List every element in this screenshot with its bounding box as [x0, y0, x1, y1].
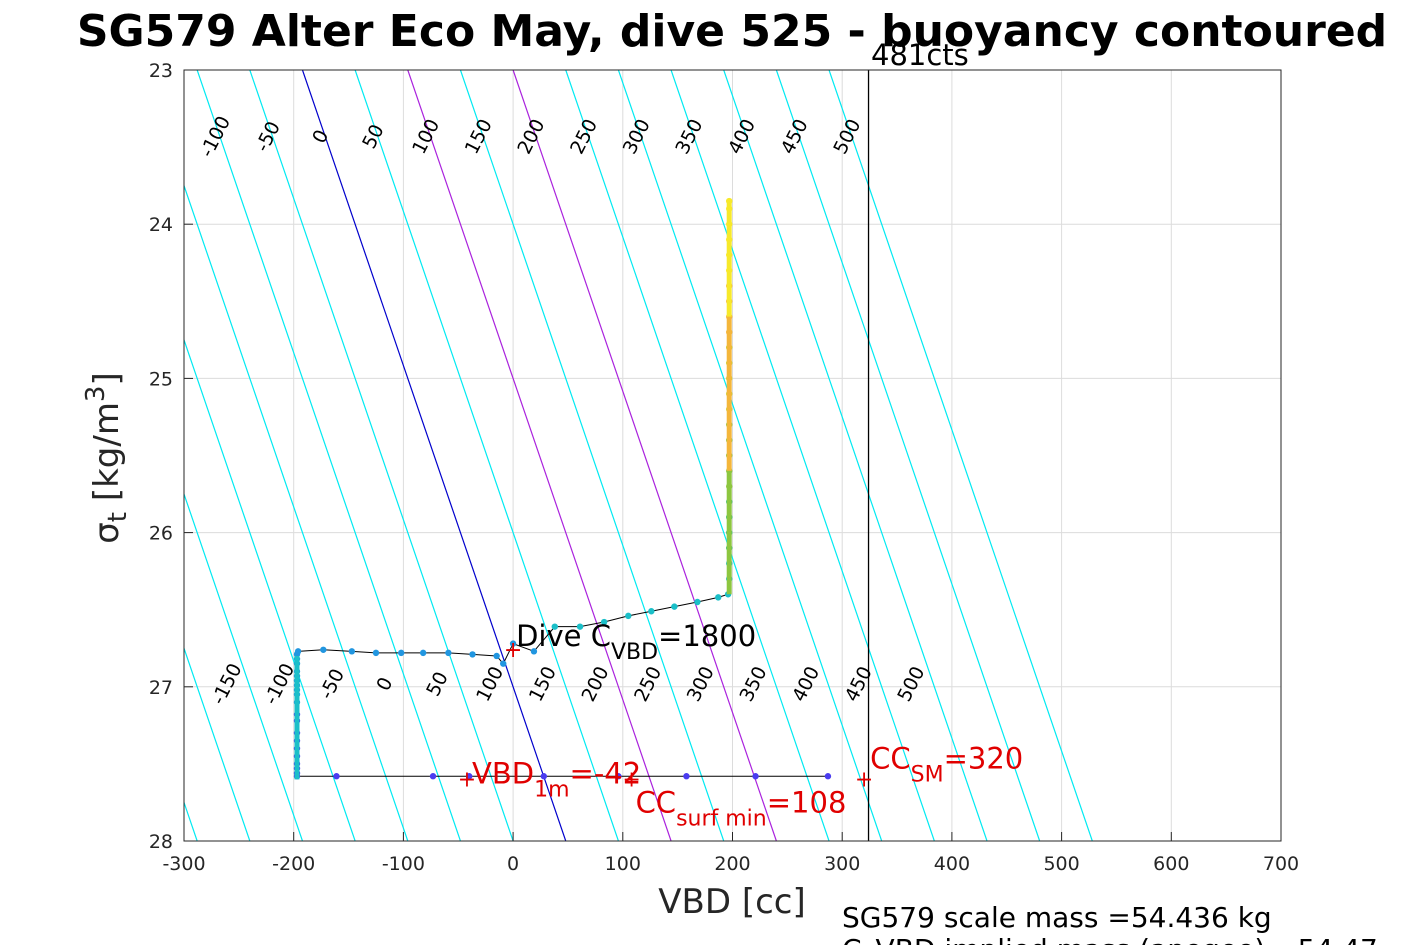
implied-mass-annotation: C_VBD implied mass (apogee) =54.47: [842, 933, 1378, 945]
x-tick-label: 700: [1263, 853, 1299, 875]
scale-mass-annotation: SG579 scale mass =54.436 kg: [842, 901, 1272, 934]
marker-plus-3: +: [855, 767, 873, 792]
profile-point: [500, 660, 507, 667]
contour-line-100: [407, 70, 672, 841]
profile-point: [466, 773, 473, 780]
x-tick-label: -200: [272, 853, 315, 875]
y-tick-label: 26: [149, 523, 173, 545]
marker-plus-2: +: [622, 767, 640, 792]
contour-line-350: [670, 70, 935, 841]
chart-title: SG579 Alter Eco May, dive 525 - buoyancy…: [77, 6, 1387, 57]
contour-line-0: [301, 70, 567, 841]
profile-point: [824, 773, 832, 780]
x-tick-label: 400: [934, 853, 970, 875]
contour-line--300: [184, 646, 251, 841]
profile-point: [600, 618, 608, 626]
profile-point: [625, 612, 632, 620]
contour-line--200: [184, 337, 356, 841]
marker-label-1: VBD1m=-42: [472, 756, 641, 802]
x-tick-label: 500: [1043, 853, 1079, 875]
x-tick-label: 200: [714, 853, 750, 875]
y-label-sub: t: [103, 512, 133, 522]
x-axis-label: VBD [cc]: [658, 882, 806, 922]
contour-line-450: [775, 70, 1041, 841]
marker-label-2: CCsurf min=108: [636, 785, 847, 831]
profile-point: [671, 603, 678, 610]
profile-point: [493, 652, 500, 660]
profile-point: [419, 649, 427, 657]
dive-profile: [293, 197, 832, 780]
profile-point: [509, 640, 517, 647]
x-tick-label: 600: [1153, 853, 1189, 875]
x-tick-label: 100: [605, 853, 641, 875]
profile-point: [398, 649, 405, 657]
y-tick-label: 25: [149, 368, 173, 390]
y-tick-label: 23: [149, 60, 173, 82]
buoyancy-contours: [184, 70, 1093, 841]
svg-text:σt [kg/m3]: σt [kg/m3]: [81, 372, 133, 544]
contour-line--100: [196, 70, 462, 841]
profile-point: [445, 649, 452, 657]
y-tick-label: 27: [149, 677, 173, 699]
y-label-sigma: σ: [87, 522, 127, 544]
x-tick-label: 0: [507, 853, 519, 875]
profile-point: [540, 773, 548, 780]
x-tick-label: 300: [824, 853, 860, 875]
vertical-line-label: 481cts: [871, 38, 969, 72]
marker-label-3: CCSM=320: [870, 741, 1023, 787]
y-axis-label: σt [kg/m3]: [81, 372, 133, 544]
contour-line-150: [459, 70, 725, 841]
y-tick-label: 28: [149, 831, 173, 853]
profile-point: [615, 773, 622, 780]
contour-line--150: [184, 183, 409, 841]
profile-point: [429, 773, 437, 780]
contour-line-200: [512, 70, 777, 841]
profile-point: [551, 623, 558, 630]
profile-point: [348, 648, 356, 655]
profile-point: [294, 648, 302, 655]
profile-point: [372, 649, 380, 657]
marker-label-0: Dive CVBD=1800: [516, 619, 756, 665]
contour-line--50: [249, 70, 514, 841]
profile-point: [752, 773, 759, 780]
marker-plus-0: +: [504, 638, 522, 663]
profile-point: [576, 623, 584, 630]
profile-point: [333, 773, 340, 780]
profile-point: [530, 648, 538, 655]
y-tick-label: 24: [149, 214, 173, 236]
x-tick-label: -300: [162, 853, 205, 875]
contour-line--250: [184, 492, 304, 841]
profile-point: [715, 594, 722, 601]
annotation-markers: +Dive CVBD=1800+VBD1m=-42+CCsurf min=108…: [458, 619, 1023, 832]
y-label-units: [kg/m: [87, 402, 127, 512]
profile-point: [683, 773, 690, 780]
axis-ticks: -300 -200 -100 0 100 200 300 400 500 600 700 23 24 25…: [149, 60, 1299, 875]
contour-line-500: [828, 70, 1093, 841]
y-label-sup: 3: [81, 386, 111, 403]
contour-line-50: [354, 70, 619, 841]
profile-point: [694, 598, 701, 606]
contour-line-400: [723, 70, 988, 841]
contour-line-250: [565, 70, 830, 841]
profile-point: [648, 608, 655, 615]
marker-plus-1: +: [458, 767, 476, 792]
x-tick-label: -100: [382, 853, 425, 875]
profile-point: [320, 646, 327, 653]
profile-point: [469, 651, 476, 658]
y-label-close: ]: [87, 372, 127, 385]
contour-line-300: [617, 70, 883, 841]
